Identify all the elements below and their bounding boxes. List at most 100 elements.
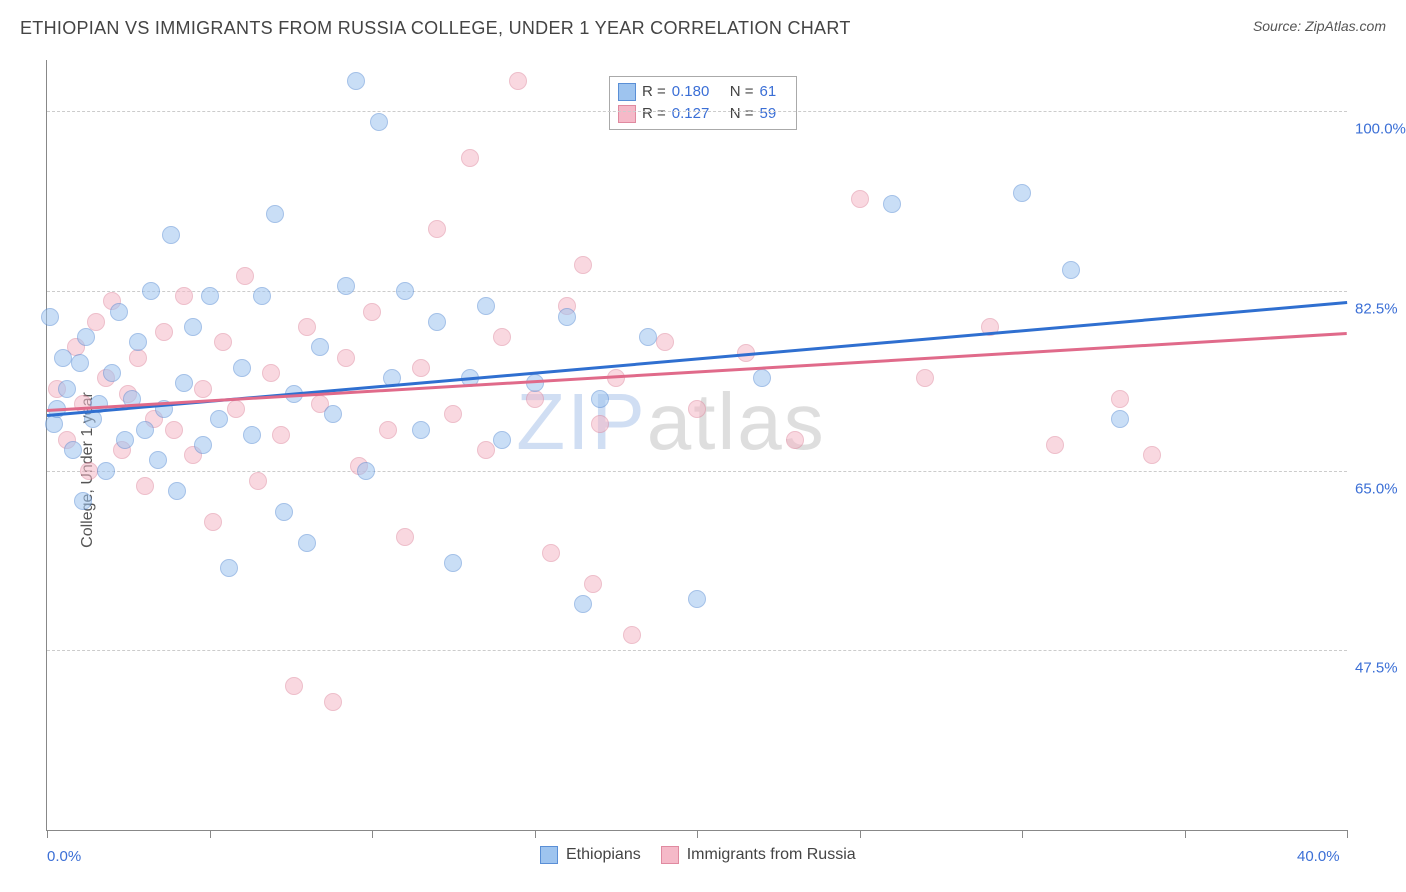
scatter-point [74,492,92,510]
scatter-point [116,431,134,449]
y-tick-label: 47.5% [1355,660,1398,677]
scatter-point [249,472,267,490]
scatter-point [175,374,193,392]
scatter-point [110,303,128,321]
scatter-point [149,451,167,469]
scatter-point [477,441,495,459]
scatter-point [103,364,121,382]
scatter-point [165,421,183,439]
scatter-point [916,369,934,387]
scatter-point [574,595,592,613]
scatter-point [64,441,82,459]
scatter-point [1046,436,1064,454]
scatter-point [275,503,293,521]
scatter-point [688,590,706,608]
scatter-point [262,364,280,382]
y-tick-label: 82.5% [1355,301,1398,318]
scatter-point [591,390,609,408]
scatter-point [1111,410,1129,428]
scatter-point [210,410,228,428]
correlation-legend: R =0.180N =61R =0.127N =59 [609,76,797,130]
scatter-point [444,554,462,572]
x-axis-min-label: 0.0% [47,848,81,865]
scatter-point [136,421,154,439]
scatter-point [1111,390,1129,408]
scatter-point [201,287,219,305]
scatter-point [204,513,222,531]
scatter-point [370,113,388,131]
scatter-point [526,390,544,408]
scatter-point [656,333,674,351]
legend-swatch [661,846,679,864]
scatter-point [412,421,430,439]
scatter-point [155,323,173,341]
scatter-point [623,626,641,644]
scatter-point [236,267,254,285]
scatter-point [266,205,284,223]
scatter-point [184,318,202,336]
x-axis-max-label: 40.0% [1297,848,1340,865]
scatter-point [1143,446,1161,464]
legend-row: R =0.127N =59 [618,103,788,125]
scatter-point [168,482,186,500]
scatter-point [220,559,238,577]
scatter-point [607,369,625,387]
legend-series-name: Ethiopians [566,846,641,864]
gridline [47,650,1347,651]
series-legend: Ethiopians Immigrants from Russia [540,846,856,864]
scatter-point [509,72,527,90]
legend-r-value: 0.180 [672,81,724,103]
watermark: ZIPatlas [516,376,825,468]
scatter-point [136,477,154,495]
x-tick [697,830,698,838]
legend-series-name: Immigrants from Russia [687,846,856,864]
scatter-point [298,534,316,552]
scatter-point [142,282,160,300]
scatter-point [786,431,804,449]
scatter-point [753,369,771,387]
scatter-point [97,462,115,480]
scatter-point [54,349,72,367]
scatter-point [162,226,180,244]
scatter-point [233,359,251,377]
scatter-point [324,693,342,711]
y-tick-label: 65.0% [1355,480,1398,497]
legend-r-value: 0.127 [672,103,724,125]
scatter-point [194,380,212,398]
scatter-point [639,328,657,346]
scatter-point [428,220,446,238]
scatter-point [243,426,261,444]
legend-item: Ethiopians [540,846,641,864]
scatter-point [396,282,414,300]
scatter-point [444,405,462,423]
scatter-point [574,256,592,274]
scatter-point [58,380,76,398]
scatter-point [584,575,602,593]
x-tick [1347,830,1348,838]
scatter-point [311,338,329,356]
chart-container: College, Under 1 year ZIPatlas R =0.180N… [0,48,1406,892]
scatter-point [253,287,271,305]
scatter-point [1062,261,1080,279]
x-tick [210,830,211,838]
scatter-point [851,190,869,208]
scatter-point [298,318,316,336]
scatter-point [542,544,560,562]
scatter-point [883,195,901,213]
scatter-point [357,462,375,480]
legend-n-value: 59 [760,103,788,125]
scatter-point [194,436,212,454]
x-tick [1022,830,1023,838]
scatter-point [526,374,544,392]
scatter-point [558,308,576,326]
scatter-point [1013,184,1031,202]
chart-title: ETHIOPIAN VS IMMIGRANTS FROM RUSSIA COLL… [20,18,851,39]
legend-row: R =0.180N =61 [618,81,788,103]
plot-area: ZIPatlas R =0.180N =61R =0.127N =59 100.… [46,60,1347,831]
legend-n-value: 61 [760,81,788,103]
legend-swatch [618,83,636,101]
scatter-point [493,328,511,346]
scatter-point [363,303,381,321]
scatter-point [285,677,303,695]
watermark-suffix: atlas [647,377,826,466]
